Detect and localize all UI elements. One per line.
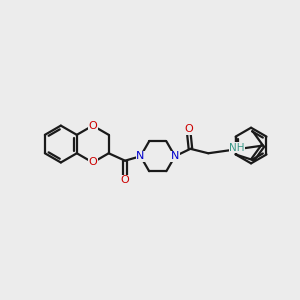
Text: O: O (121, 175, 129, 185)
Text: O: O (184, 124, 193, 134)
Text: NH: NH (229, 143, 245, 153)
Text: O: O (88, 121, 97, 130)
Text: O: O (88, 158, 97, 167)
Text: N: N (171, 151, 179, 161)
Text: N: N (136, 151, 145, 161)
